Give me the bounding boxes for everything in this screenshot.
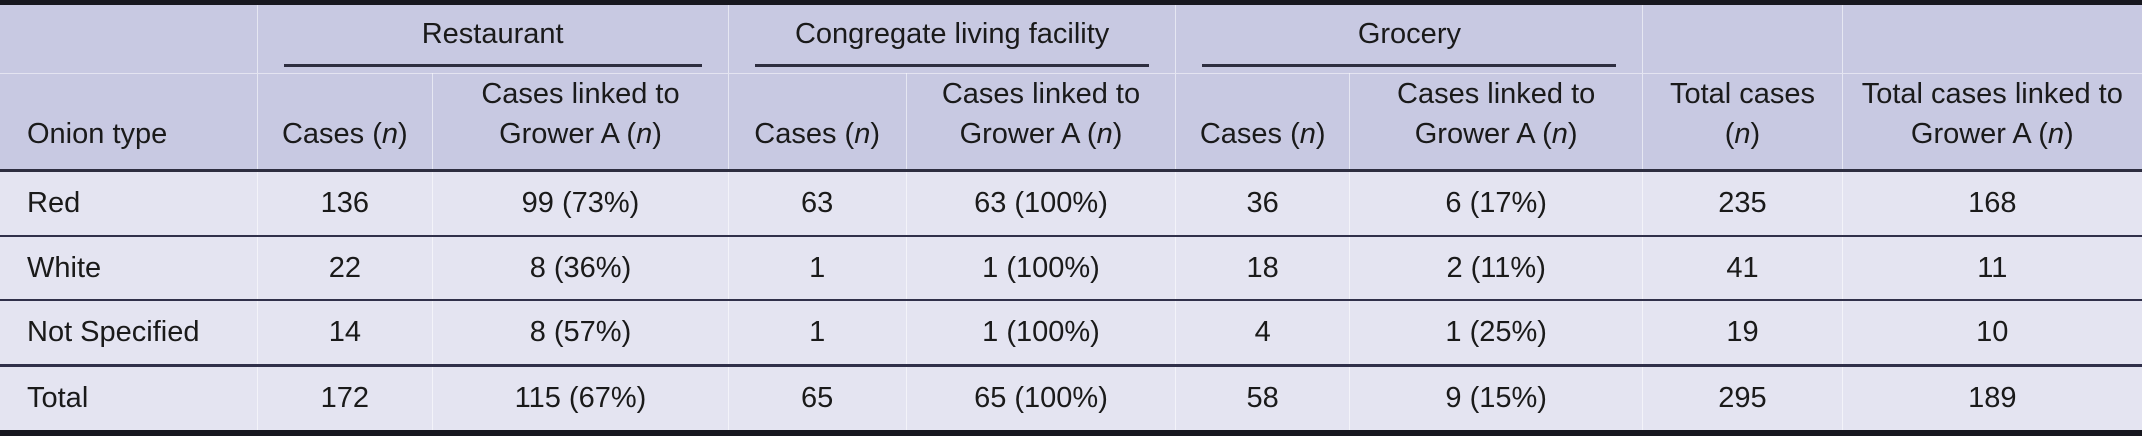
group-underline-congregate: Congregate living facility [754,12,1150,67]
cell-total-linked: 168 [1841,170,2142,236]
column-header-onion-type: Onion type [0,73,258,173]
cell-total-cases: 295 [1642,364,1843,433]
cell-congregate-linked: 1 (100%) [905,234,1176,301]
cell-restaurant-linked: 8 (57%) [432,299,729,366]
group-label-congregate: Congregate living facility [794,17,1110,50]
cell-total-cases: 19 [1642,299,1843,366]
cell-restaurant-linked: 115 (67%) [432,364,729,433]
cell-grocery-linked: 9 (15%) [1348,364,1643,433]
group-header-restaurant: Restaurant [256,2,729,74]
cell-restaurant-cases: 14 [256,299,433,366]
cell-restaurant-cases: 136 [256,170,433,236]
cell-restaurant-cases: 22 [256,234,433,301]
cell-congregate-linked: 63 (100%) [905,170,1176,236]
cell-congregate-cases: 1 [727,299,907,366]
table-row-red: Red 136 99 (73%) 63 63 (100%) 36 6 (17%)… [0,170,2142,236]
cell-grocery-linked: 1 (25%) [1348,299,1643,366]
cell-total-linked: 189 [1841,364,2142,433]
cell-total-cases: 235 [1642,170,1843,236]
column-header-restaurant-linked: Cases linked to Grower A (n) [432,73,729,173]
column-header-total-linked: Total cases linked to Grower A (n) [1841,73,2142,173]
cell-grocery-cases: 4 [1175,299,1350,366]
cell-grocery-cases: 18 [1175,234,1350,301]
column-header-grocery-linked: Cases linked to Grower A (n) [1348,73,1643,173]
cell-grocery-linked: 2 (11%) [1348,234,1643,301]
cell-restaurant-linked: 8 (36%) [432,234,729,301]
blank-cell-total-linked [1841,2,2142,74]
cell-congregate-linked: 1 (100%) [905,299,1176,366]
cell-onion-type: Total [0,364,258,433]
table-row-not-specified: Not Specified 14 8 (57%) 1 1 (100%) 4 1 … [0,299,2142,366]
blank-corner-cell [0,2,258,74]
cell-congregate-cases: 63 [727,170,907,236]
column-header-grocery-cases: Cases (n) [1175,73,1350,173]
cell-grocery-linked: 6 (17%) [1348,170,1643,236]
cell-congregate-linked: 65 (100%) [905,364,1176,433]
cell-onion-type: Not Specified [0,299,258,366]
cell-onion-type: White [0,234,258,301]
table-row-white: White 22 8 (36%) 1 1 (100%) 18 2 (11%) 4… [0,234,2142,301]
table-row-total: Total 172 115 (67%) 65 65 (100%) 58 9 (1… [0,364,2142,433]
cell-congregate-cases: 1 [727,234,907,301]
column-header-congregate-linked: Cases linked to Grower A (n) [905,73,1176,173]
column-header-congregate-cases: Cases (n) [727,73,907,173]
group-header-row: Restaurant Congregate living facility Gr… [0,2,2142,74]
cell-total-linked: 10 [1841,299,2142,366]
cell-onion-type: Red [27,186,81,219]
column-header-restaurant-cases: Cases (n) [256,73,433,173]
group-header-grocery: Grocery [1175,2,1643,74]
group-label-restaurant: Restaurant [421,17,564,50]
group-header-congregate: Congregate living facility [727,2,1176,74]
cell-restaurant-linked: 99 (73%) [432,170,729,236]
cell-grocery-cases: 36 [1175,170,1350,236]
cell-grocery-cases: 58 [1175,364,1350,433]
total-cases-label: Total cases (n) [1669,78,1816,151]
total-linked-label: Total cases linked to Grower A (n) [1861,78,2123,151]
group-underline-restaurant: Restaurant [283,12,702,67]
group-label-grocery: Grocery [1357,17,1461,50]
group-underline-grocery: Grocery [1202,12,1617,67]
column-header-total-cases: Total cases (n) [1642,73,1843,173]
cell-total-linked: 11 [1841,234,2142,301]
blank-cell-total-cases [1642,2,1843,74]
cell-total-cases: 41 [1642,234,1843,301]
cell-restaurant-cases: 172 [256,364,433,433]
column-header-row: Onion type Cases (n) Cases linked to Gro… [0,73,2142,173]
cell-congregate-cases: 65 [727,364,907,433]
